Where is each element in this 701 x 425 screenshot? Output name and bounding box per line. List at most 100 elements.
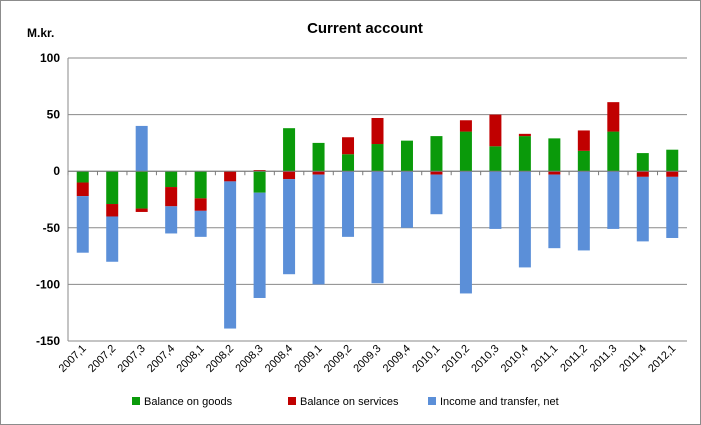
x-tick-label: 2010,3	[469, 343, 501, 375]
bar-balance-on-goods-2009-4	[400, 140, 413, 172]
bar-income-and-transfer-net-2009-2	[342, 171, 355, 237]
x-tick-label: 2011,2	[558, 343, 590, 375]
bar-balance-on-services-2011-3	[607, 102, 620, 132]
bar-income-and-transfer-net-2010-3	[489, 171, 502, 229]
x-tick-label: 2010,4	[499, 343, 531, 375]
y-axis-label: M.kr.	[27, 26, 54, 40]
bar-balance-on-services-2008-3	[253, 170, 266, 172]
y-tick-label: -150	[36, 334, 60, 348]
bar-balance-on-goods-2012-1	[666, 149, 679, 172]
x-tick-label: 2010,2	[440, 343, 472, 375]
legend: Balance on goods Balance on services Incom…	[132, 396, 559, 408]
x-tick-label: 2009,3	[351, 343, 383, 375]
bar-balance-on-goods-2008-4	[283, 128, 296, 172]
bar-balance-on-goods-2010-2	[459, 131, 472, 172]
x-tick-label: 2007,3	[116, 343, 148, 375]
bar-balance-on-goods-2009-3	[371, 144, 384, 172]
bar-income-and-transfer-net-2009-3	[371, 171, 384, 284]
x-tick-label: 2009,1	[292, 343, 324, 375]
bar-balance-on-services-2012-1	[666, 171, 679, 177]
x-tick-label: 2009,4	[381, 343, 413, 375]
bar-balance-on-services-2009-1	[312, 171, 325, 175]
bar-balance-on-goods-2011-2	[577, 150, 590, 172]
x-tick-label: 2007,2	[86, 343, 118, 375]
y-tick-label: 0	[53, 164, 60, 178]
bar-balance-on-services-2009-2	[342, 137, 355, 155]
bar-balance-on-goods-2007-1	[76, 171, 89, 183]
legend-swatch-1	[288, 397, 296, 405]
bar-balance-on-services-2009-3	[371, 117, 384, 145]
bar-income-and-transfer-net-2008-1	[194, 210, 207, 237]
bar-balance-on-services-2011-4	[636, 171, 649, 177]
bar-income-and-transfer-net-2010-2	[459, 171, 472, 294]
bar-balance-on-goods-2009-2	[342, 154, 355, 172]
bar-income-and-transfer-net-2011-3	[607, 171, 620, 229]
bar-income-and-transfer-net-2007-4	[165, 206, 178, 234]
bar-balance-on-services-2007-1	[76, 182, 89, 197]
x-tick-label: 2010,1	[410, 343, 442, 375]
bar-balance-on-services-2010-3	[489, 114, 502, 147]
y-tick-label: -100	[36, 277, 60, 291]
bar-income-and-transfer-net-2011-1	[548, 174, 561, 249]
bar-income-and-transfer-net-2011-4	[636, 176, 649, 242]
bar-balance-on-services-2010-2	[459, 120, 472, 132]
bar-income-and-transfer-net-2007-1	[76, 196, 89, 253]
bar-balance-on-goods-2008-3	[253, 171, 266, 193]
bar-balance-on-services-2008-4	[283, 171, 296, 180]
legend-swatch-2	[428, 397, 436, 405]
bar-balance-on-services-2008-1	[194, 198, 207, 211]
bar-balance-on-services-2011-2	[577, 130, 590, 151]
bar-balance-on-goods-2009-1	[312, 142, 325, 172]
bar-balance-on-goods-2010-1	[430, 136, 443, 172]
x-tick-label: 2011,3	[588, 343, 620, 375]
bar-income-and-transfer-net-2008-2	[224, 181, 237, 329]
bar-balance-on-services-2011-1	[548, 171, 561, 175]
x-tick-label: 2008,3	[233, 343, 265, 375]
bar-income-and-transfer-net-2008-3	[253, 192, 266, 298]
bar-income-and-transfer-net-2010-1	[430, 174, 443, 215]
bar-income-and-transfer-net-2012-1	[666, 176, 679, 238]
bar-balance-on-goods-2007-2	[106, 171, 119, 205]
bar-balance-on-goods-2011-3	[607, 131, 620, 172]
legend-swatch-0	[132, 397, 140, 405]
bar-income-and-transfer-net-2007-2	[106, 216, 119, 262]
bar-balance-on-services-2008-2	[224, 171, 237, 182]
bar-balance-on-services-2007-3	[135, 208, 148, 212]
x-tick-label: 2008,4	[263, 343, 295, 375]
legend-label-2: Income and transfer, net	[440, 396, 559, 408]
x-tick-label: 2009,2	[322, 343, 354, 375]
bar-balance-on-goods-2011-4	[636, 153, 649, 172]
chart-title: Current account	[307, 20, 423, 37]
bar-income-and-transfer-net-2008-4	[283, 179, 296, 275]
x-tick-label: 2012,1	[646, 343, 678, 375]
x-tick-label: 2007,1	[57, 343, 89, 375]
x-tick-label: 2008,1	[174, 343, 206, 375]
bar-balance-on-goods-2008-1	[194, 171, 207, 199]
bar-balance-on-services-2010-4	[518, 133, 531, 137]
bar-balance-on-goods-2007-4	[165, 171, 178, 188]
y-tick-label: 50	[47, 108, 61, 122]
bar-income-and-transfer-net-2009-4	[400, 171, 413, 228]
bar-balance-on-goods-2010-3	[489, 146, 502, 172]
y-tick-label: -50	[43, 221, 61, 235]
bar-income-and-transfer-net-2011-2	[577, 171, 590, 251]
bar-balance-on-goods-2011-1	[548, 138, 561, 172]
bar-income-and-transfer-net-2010-4	[518, 171, 531, 268]
legend-label-1: Balance on services	[300, 396, 399, 408]
legend-label-0: Balance on goods	[144, 396, 233, 408]
x-tick-label: 2008,2	[204, 343, 236, 375]
bar-balance-on-services-2010-1	[430, 171, 443, 175]
bar-balance-on-services-2007-2	[106, 204, 119, 217]
bar-balance-on-goods-2007-3	[135, 171, 148, 209]
bar-income-and-transfer-net-2009-1	[312, 174, 325, 285]
x-tick-label: 2011,1	[529, 343, 561, 375]
x-tick-label: 2011,4	[617, 343, 649, 375]
plot-area: 100 50 0 -50 -100 -1502007,12007,22007,32007,…	[36, 51, 687, 375]
bar-balance-on-goods-2010-4	[518, 136, 531, 172]
bar-income-and-transfer-net-2007-3	[135, 125, 148, 172]
x-tick-label: 2007,4	[145, 343, 177, 375]
y-tick-label: 100	[40, 51, 60, 65]
bar-balance-on-services-2007-4	[165, 187, 178, 207]
